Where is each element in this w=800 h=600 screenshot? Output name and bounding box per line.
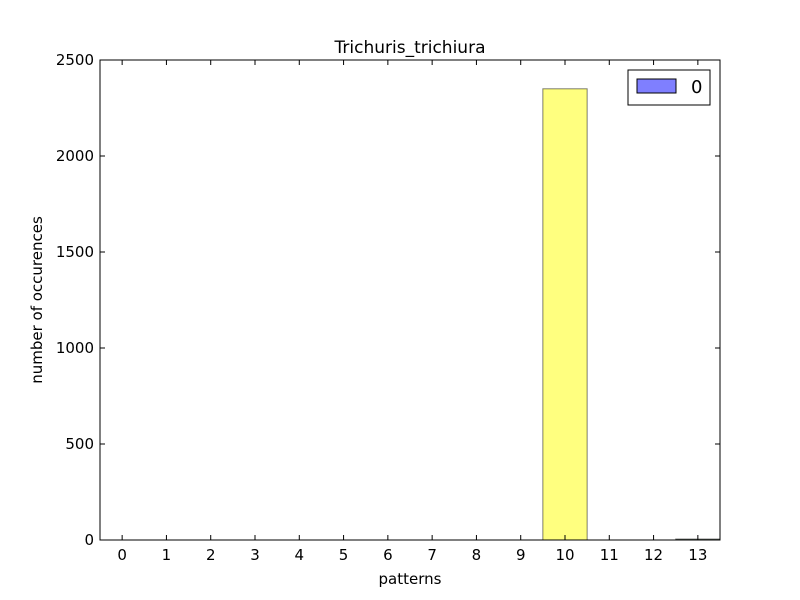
x-tick-label: 8 xyxy=(472,546,482,564)
y-tick-label: 0 xyxy=(84,531,94,549)
x-tick-label: 10 xyxy=(555,546,574,564)
x-tick-label: 9 xyxy=(516,546,526,564)
y-tick-label: 1500 xyxy=(56,243,94,261)
x-tick-label: 2 xyxy=(206,546,216,564)
x-tick-label: 4 xyxy=(295,546,305,564)
chart-title: Trichuris_trichiura xyxy=(334,38,486,58)
x-tick-label: 13 xyxy=(688,546,707,564)
y-axis: 0 500 1000 1500 2000 2500 xyxy=(56,51,720,549)
x-tick-label: 12 xyxy=(644,546,663,564)
bars-group xyxy=(542,88,721,541)
x-tick-label: 7 xyxy=(427,546,437,564)
legend: 0 xyxy=(627,69,711,106)
y-tick-label: 500 xyxy=(65,435,94,453)
x-tick-label: 5 xyxy=(339,546,349,564)
plot-frame xyxy=(99,59,721,541)
legend-swatch xyxy=(636,78,677,94)
legend-label: 0 xyxy=(691,77,702,98)
y-tick-label: 2500 xyxy=(56,51,94,69)
x-tick-label: 3 xyxy=(250,546,260,564)
x-tick-label: 0 xyxy=(117,546,127,564)
bar-10 xyxy=(542,88,588,541)
x-tick-label: 6 xyxy=(383,546,393,564)
x-axis: 0 1 2 3 4 5 6 7 8 9 10 11 12 13 xyxy=(117,60,707,564)
x-tick-label: 1 xyxy=(162,546,172,564)
x-axis-label: patterns xyxy=(379,570,442,588)
y-axis-label: number of occurences xyxy=(28,216,46,384)
y-tick-label: 2000 xyxy=(56,147,94,165)
x-tick-label: 11 xyxy=(600,546,619,564)
y-tick-label: 1000 xyxy=(56,339,94,357)
